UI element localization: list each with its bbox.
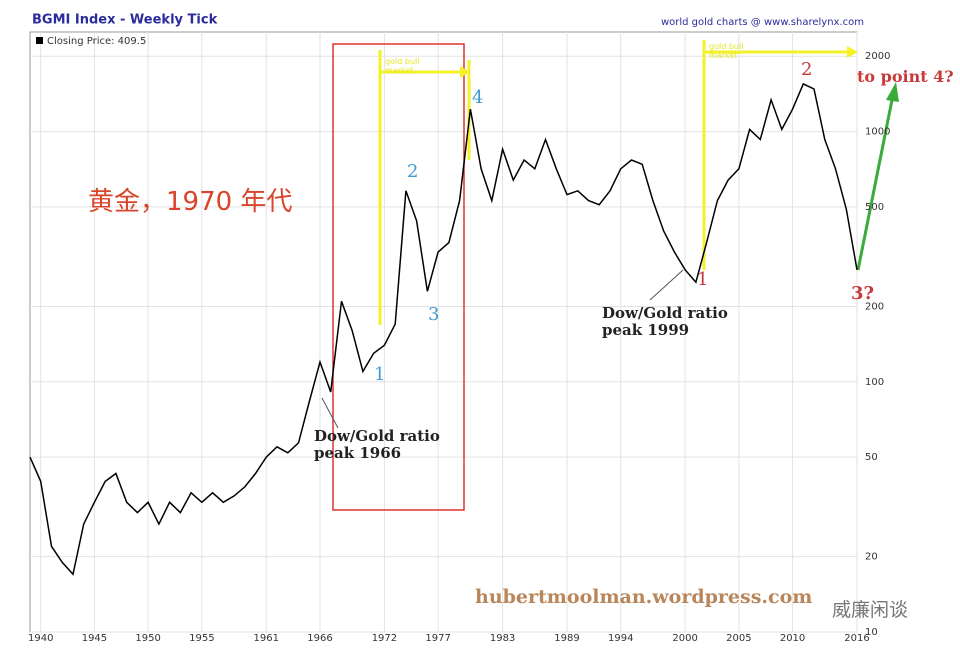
y-tick-label: 1000 [865,127,890,138]
x-tick-label: 1961 [254,633,279,644]
annotation: Dow/Gold ratio peak 1966 [314,427,440,463]
annotation: 黄金，1970 年代 [88,187,293,217]
y-tick-label: 100 [865,377,884,388]
annotation: 2 [407,161,419,182]
x-tick-label: 1972 [372,633,397,644]
y-tick-label: 20 [865,552,878,563]
highlight-box [332,43,465,511]
annotation: to point 4? [857,67,954,86]
annotation: 3 [428,304,440,325]
annotation: 1 [374,364,386,385]
y-tick-label: 10 [865,627,878,638]
chart-subtitle: world gold charts @ www.sharelynx.com [661,17,864,28]
x-tick-label: 1983 [490,633,515,644]
chart-title: BGMI Index - Weekly Tick [32,13,218,28]
y-tick-label: 200 [865,301,884,312]
x-tick-label: 1955 [189,633,214,644]
annotation: 2 [801,59,813,80]
x-tick-label: 1989 [554,633,579,644]
x-tick-label: 1950 [135,633,160,644]
projection-arrow [856,94,895,271]
x-tick-label: 1977 [425,633,450,644]
x-tick-label: 1945 [82,633,107,644]
x-tick-label: 2005 [726,633,751,644]
annotation: gold bull market [709,42,744,61]
annotation: 4 [472,87,484,108]
arrow-head [460,66,470,78]
x-tick-label: 1994 [608,633,633,644]
y-tick-label: 2000 [865,51,890,62]
x-tick-label: 1966 [307,633,332,644]
pointer [649,269,684,301]
annotation: 3? [851,283,875,304]
y-tick-label: 50 [865,452,878,463]
annotation: 1 [697,269,709,290]
x-tick-label: 2010 [780,633,805,644]
arrow-head [886,82,899,102]
annotation: gold bull market [385,57,420,76]
x-tick-label: 2000 [672,633,697,644]
annotation: 威廉闲谈 [832,599,909,621]
x-tick-label: 2016 [844,633,869,644]
price-line [29,82,858,576]
grid [30,32,858,633]
y-tick-label: 500 [865,202,884,213]
legend-entry: Closing Price: 409.5 [47,36,146,47]
legend-swatch [36,37,43,44]
arrow-head [847,46,858,58]
x-tick-label: 1940 [28,633,53,644]
annotation: hubertmoolman.wordpress.com [475,586,813,608]
annotation: Dow/Gold ratio peak 1999 [602,304,728,340]
pointer [321,397,339,429]
